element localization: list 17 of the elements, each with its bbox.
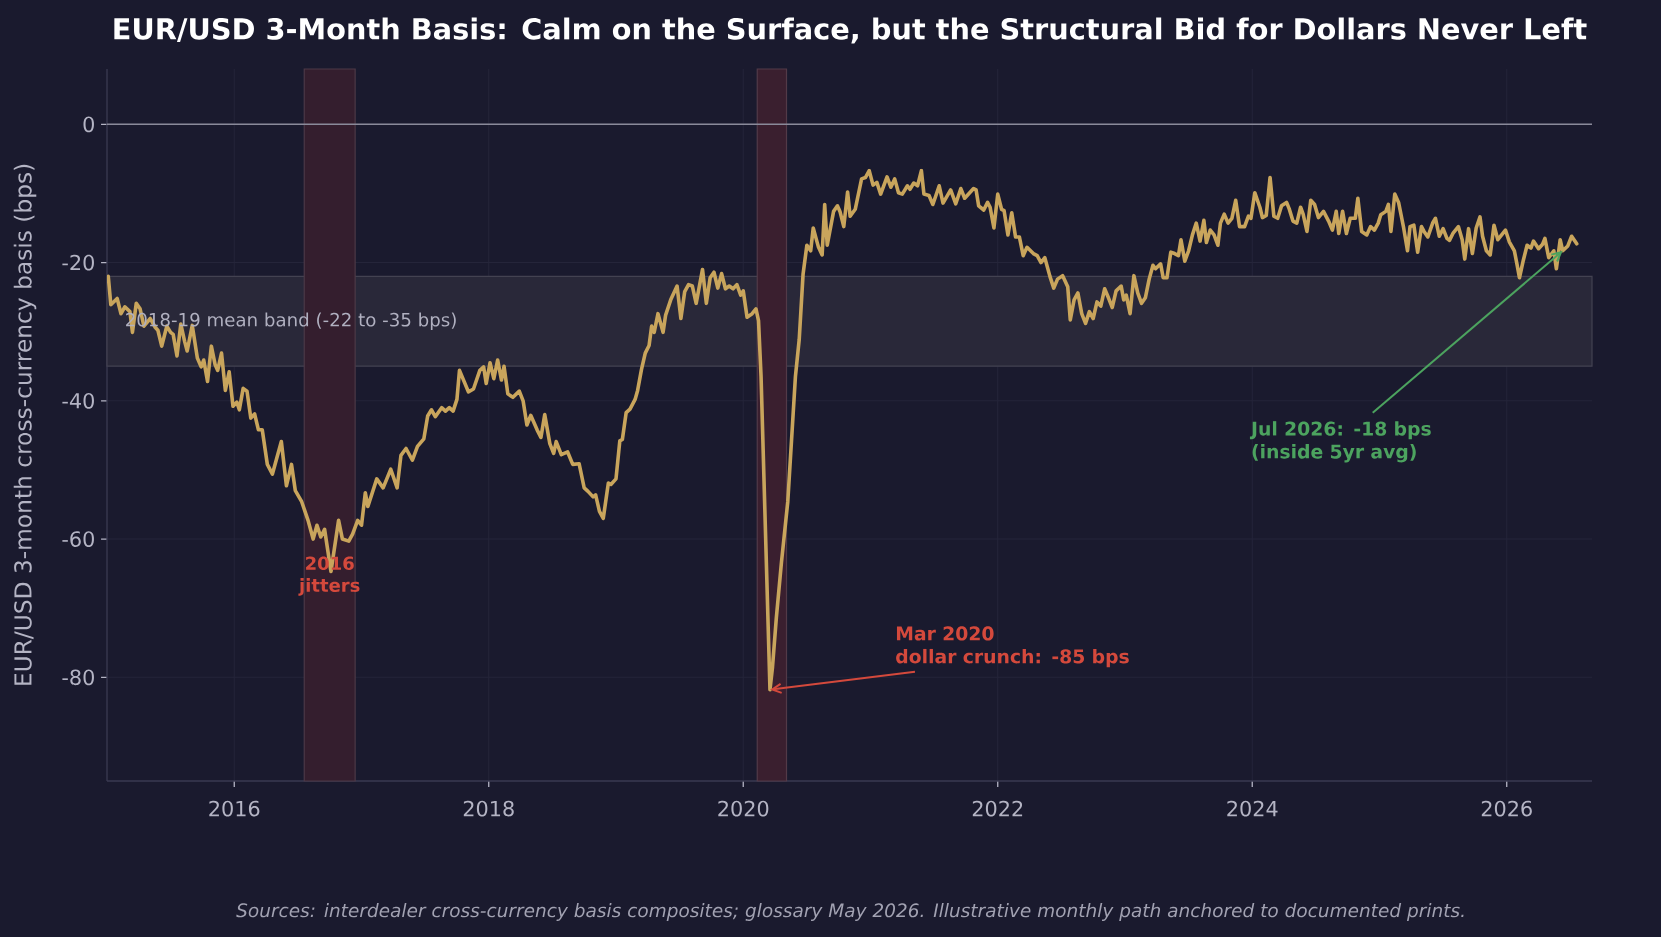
x-tick-label: 2016 xyxy=(209,800,260,817)
x-tick-label: 2026 xyxy=(1481,800,1532,817)
x-tick-label: 2022 xyxy=(972,800,1023,817)
x-tick-label: 2018 xyxy=(463,800,514,817)
x-tick-label: 2020 xyxy=(718,800,769,817)
y-axis-title: EUR/USD 3-month cross-currency basis (bps) xyxy=(13,164,37,685)
y-tick-label: -20 xyxy=(62,254,94,271)
line-series xyxy=(107,168,1579,692)
y-tick-label: -80 xyxy=(62,669,94,686)
annotation: Jul 2026: -18 bps (inside 5yr avg) xyxy=(1249,421,1431,463)
source-note: Sources: interdealer cross-currency basis composites; glossary May 2026. Illustrative monthly path anchored to documented prints. xyxy=(236,903,1464,921)
y-tick-label: -60 xyxy=(62,531,94,547)
y-tick-label: -40 xyxy=(62,392,94,409)
y-tick-label: 0 xyxy=(83,116,94,133)
chart-title: EUR/USD 3-Month Basis: Calm on the Surface, but the Structural Bid for Dollars Never Left xyxy=(114,17,1587,44)
x-tick-label: 2024 xyxy=(1227,800,1278,817)
annotation: Mar 2020 dollar crunch: -85 bps xyxy=(896,626,1129,668)
